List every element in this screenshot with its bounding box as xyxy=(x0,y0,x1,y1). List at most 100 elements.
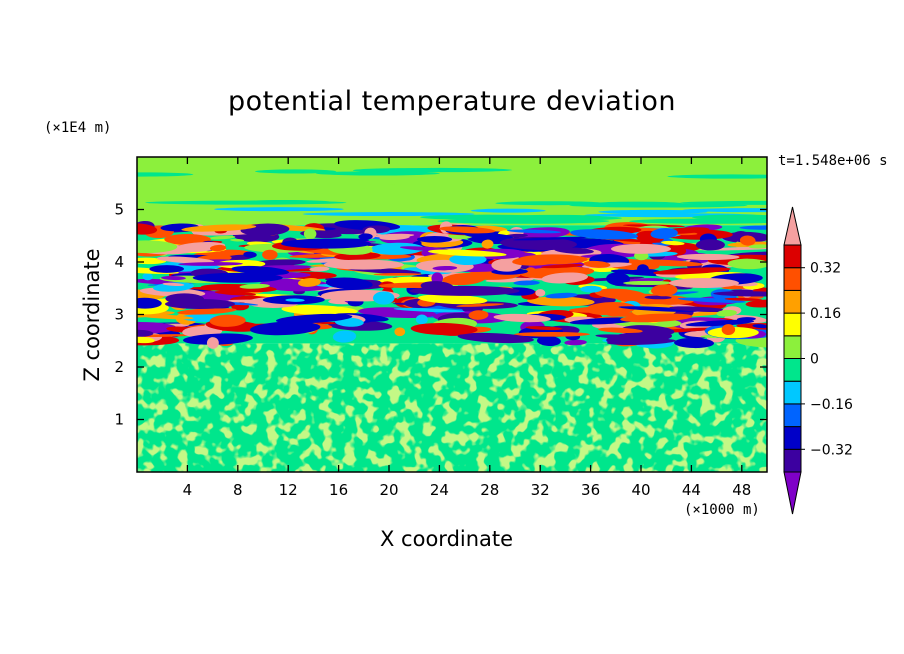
turbulence-streak xyxy=(748,244,767,249)
turbulence-streak xyxy=(611,243,671,254)
turbulence-streak xyxy=(281,305,358,316)
turbulence-streak xyxy=(137,336,155,344)
colorbar-box xyxy=(783,289,802,314)
turbulence-streak xyxy=(379,234,410,241)
x-axis-multiplier: (×1000 m) xyxy=(684,502,760,518)
colorbar-label: 0.16 xyxy=(810,306,841,322)
turbulence-streak xyxy=(394,327,406,337)
upper-band xyxy=(365,167,513,173)
turbulence-streak xyxy=(149,265,185,273)
turbulence-streak xyxy=(506,229,561,234)
x-tick-label: 40 xyxy=(631,481,650,499)
colorbar-box xyxy=(783,312,802,337)
turbulence-streak xyxy=(721,324,736,336)
turbulence-streak xyxy=(178,262,243,266)
colorbar-box xyxy=(783,448,802,473)
turbulence-streak xyxy=(464,232,514,240)
colorbar-extend-min xyxy=(783,471,802,515)
upper-band xyxy=(470,208,546,213)
turbulence-streak xyxy=(156,256,215,264)
y-tick-label: 3 xyxy=(114,306,124,324)
y-tick-label: 2 xyxy=(114,358,124,376)
upper-band xyxy=(302,212,475,217)
turbulence-streak xyxy=(570,229,638,240)
turbulence-streak xyxy=(410,322,478,336)
x-tick-label: 12 xyxy=(279,481,298,499)
turbulence-streak xyxy=(137,329,154,337)
turbulence-streak xyxy=(251,259,306,267)
turbulence-streak xyxy=(449,253,487,266)
upper-band xyxy=(255,169,337,174)
turbulence-streak xyxy=(162,282,185,287)
x-tick-label: 20 xyxy=(379,481,398,499)
turbulence-streak xyxy=(416,236,453,243)
turbulence-streak xyxy=(373,273,422,276)
turbulence-streak xyxy=(606,338,676,346)
turbulence-streak xyxy=(468,310,489,320)
turbulence-streak xyxy=(137,297,162,309)
turbulence-streak xyxy=(629,269,661,275)
colorbar-extend-max xyxy=(783,206,802,246)
turbulence-streak xyxy=(644,295,672,300)
turbulence-streak xyxy=(358,233,373,240)
turbulence-streak xyxy=(661,240,685,246)
upper-band xyxy=(277,182,398,189)
turbulence-streak xyxy=(370,242,424,255)
turbulence-streak xyxy=(527,296,595,307)
turbulence-streak xyxy=(309,266,330,272)
colorbar: 0.32 0.16 0 −0.16 −0.32 xyxy=(783,206,853,515)
turbulence-streak xyxy=(192,272,283,283)
turbulence-streak xyxy=(285,298,305,302)
x-tick-label: 24 xyxy=(430,481,449,499)
turbulence-streak xyxy=(536,335,561,347)
turbulence-streak xyxy=(653,267,731,275)
colorbar-label: −0.32 xyxy=(810,442,853,458)
turbulence-streak xyxy=(323,259,404,270)
turbulence-streak xyxy=(209,314,246,327)
x-tick-label: 8 xyxy=(233,481,243,499)
x-axis-label: X coordinate xyxy=(380,527,514,551)
turbulence-streak xyxy=(745,299,767,308)
turbulence-streak xyxy=(669,306,729,313)
turbulence-streak xyxy=(583,260,611,268)
turbulence-streak xyxy=(598,327,643,334)
upper-band xyxy=(214,207,344,212)
y-tick-label: 5 xyxy=(114,201,124,219)
upper-band xyxy=(137,172,194,177)
turbulence-streak xyxy=(137,223,158,235)
turbulence-streak xyxy=(517,254,588,265)
turbulence-streak xyxy=(727,258,767,270)
turbulence-streak xyxy=(513,236,592,241)
turbulence-streak xyxy=(669,278,739,288)
turbulence-streak xyxy=(618,306,699,312)
turbulence-streak xyxy=(230,238,245,242)
turbulence-streak xyxy=(177,307,237,315)
turbulence-streak xyxy=(677,297,746,303)
colorbar-box xyxy=(783,244,802,269)
turbulence-streak xyxy=(739,235,756,246)
upper-band xyxy=(667,174,767,179)
turbulence-streak xyxy=(137,240,178,254)
turbulence-streak xyxy=(298,278,321,287)
upper-band xyxy=(598,209,708,214)
upper-band xyxy=(495,201,605,206)
turbulence-streak xyxy=(439,226,496,234)
turbulence-streak xyxy=(514,331,590,337)
colorbar-box xyxy=(783,267,802,291)
x-axis: 4 8 12 16 20 24 28 32 36 40 44 48 xyxy=(183,157,751,499)
colorbar-box xyxy=(783,380,802,405)
upper-band xyxy=(609,185,698,192)
turbulence-streak xyxy=(540,264,584,269)
turbulence-streak xyxy=(650,228,678,239)
turbulence-streak xyxy=(231,265,290,276)
upper-band xyxy=(458,215,623,221)
turbulence-streak xyxy=(249,321,321,336)
turbulence-streak xyxy=(674,337,715,349)
turbulence-streak xyxy=(676,253,740,261)
upper-band xyxy=(629,218,767,224)
turbulence-streak xyxy=(739,225,767,230)
upper-band xyxy=(237,199,331,204)
turbulence-streak xyxy=(161,275,186,281)
turbulence-streak xyxy=(137,321,177,334)
